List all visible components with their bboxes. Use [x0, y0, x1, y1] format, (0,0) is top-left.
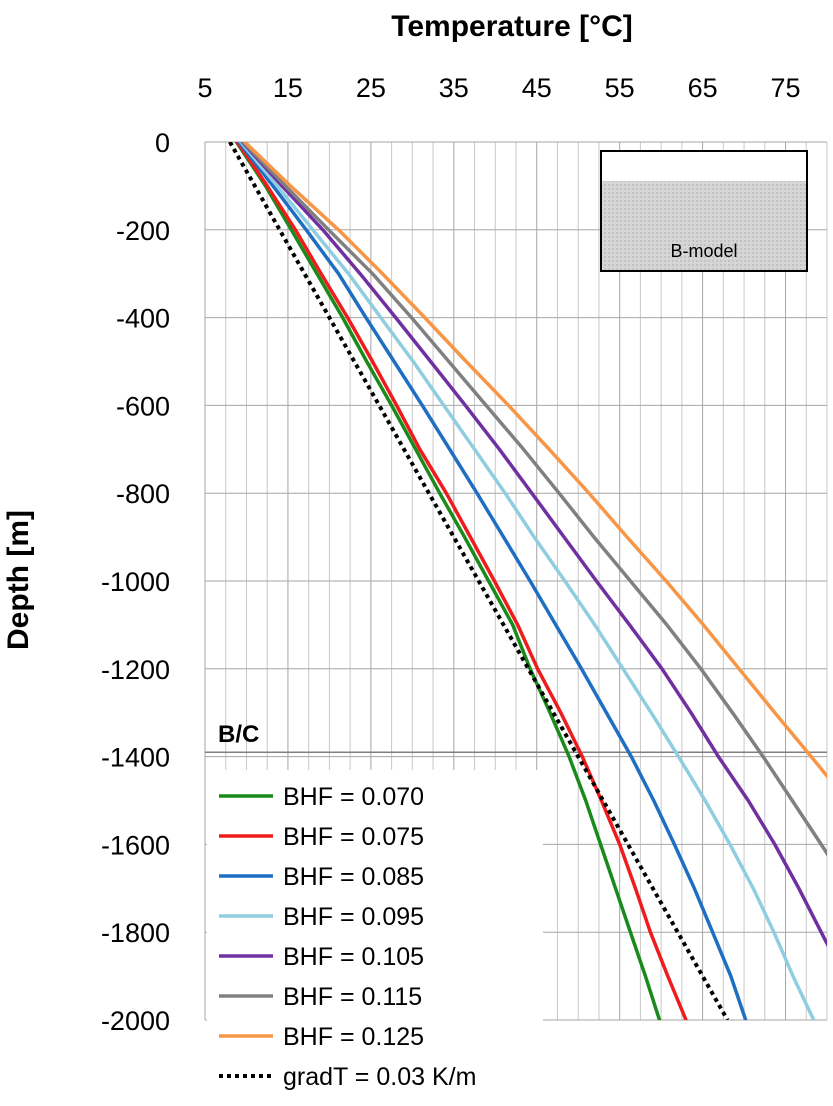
- legend-label: BHF = 0.085: [283, 863, 424, 891]
- series-line: [241, 142, 827, 857]
- inset-label: B-model: [670, 241, 737, 261]
- y-tick-label: -2000: [101, 1006, 170, 1036]
- legend-label: BHF = 0.070: [283, 783, 424, 811]
- series-line: [238, 142, 816, 1020]
- legend-label: BHF = 0.125: [283, 1023, 424, 1051]
- b-model-inset: B-model: [600, 150, 808, 272]
- x-tick-label: 25: [356, 73, 386, 103]
- x-tick-label: 55: [605, 73, 635, 103]
- y-tick-label: -800: [116, 479, 170, 509]
- inset-shaded-layer: [601, 181, 807, 271]
- legend-label: gradT = 0.03 K/m: [283, 1063, 476, 1091]
- series-line: [240, 142, 827, 948]
- x-tick-label: 45: [522, 73, 552, 103]
- series-line: [235, 142, 688, 1020]
- legend-background: [207, 770, 543, 1096]
- series-line: [234, 142, 662, 1020]
- bc-boundary-label: B/C: [218, 721, 259, 748]
- y-tick-label: -400: [116, 304, 170, 334]
- legend-label: BHF = 0.075: [283, 823, 424, 851]
- inset-border: [600, 150, 808, 272]
- legend-label: BHF = 0.095: [283, 903, 424, 931]
- x-tick-labels: 5 15 25 35 45 55 65 75: [197, 73, 800, 103]
- legend-label: BHF = 0.105: [283, 943, 424, 971]
- y-tick-label: -200: [116, 216, 170, 246]
- x-tick-label: 5: [197, 73, 212, 103]
- y-tick-label: -1600: [101, 830, 170, 860]
- x-tick-label: 75: [771, 73, 801, 103]
- series-line: [228, 142, 730, 1020]
- y-tick-label: -1200: [101, 655, 170, 685]
- series-group: [228, 142, 827, 1020]
- y-axis-label: Depth [m]: [2, 510, 35, 650]
- y-tick-labels: 0 -200 -400 -600 -800 -1000 -1200 -1400 -1600 -18…: [101, 128, 170, 1036]
- series-line: [243, 142, 827, 779]
- y-tick-label: -1400: [101, 743, 170, 773]
- y-tick-label: -600: [116, 391, 170, 421]
- y-tick-label: 0: [155, 128, 170, 158]
- legend-label: BHF = 0.115: [283, 983, 422, 1011]
- series-line: [237, 142, 748, 1020]
- x-tick-label: 65: [688, 73, 718, 103]
- y-tick-label: -1000: [101, 567, 170, 597]
- x-tick-label: 15: [273, 73, 303, 103]
- chart-title: Temperature [°C]: [391, 10, 632, 43]
- legend: BHF = 0.070 BHF = 0.075 BHF = 0.085 BHF = 0…: [207, 770, 543, 1096]
- x-tick-label: 35: [439, 73, 469, 103]
- y-tick-label: -1800: [101, 918, 170, 948]
